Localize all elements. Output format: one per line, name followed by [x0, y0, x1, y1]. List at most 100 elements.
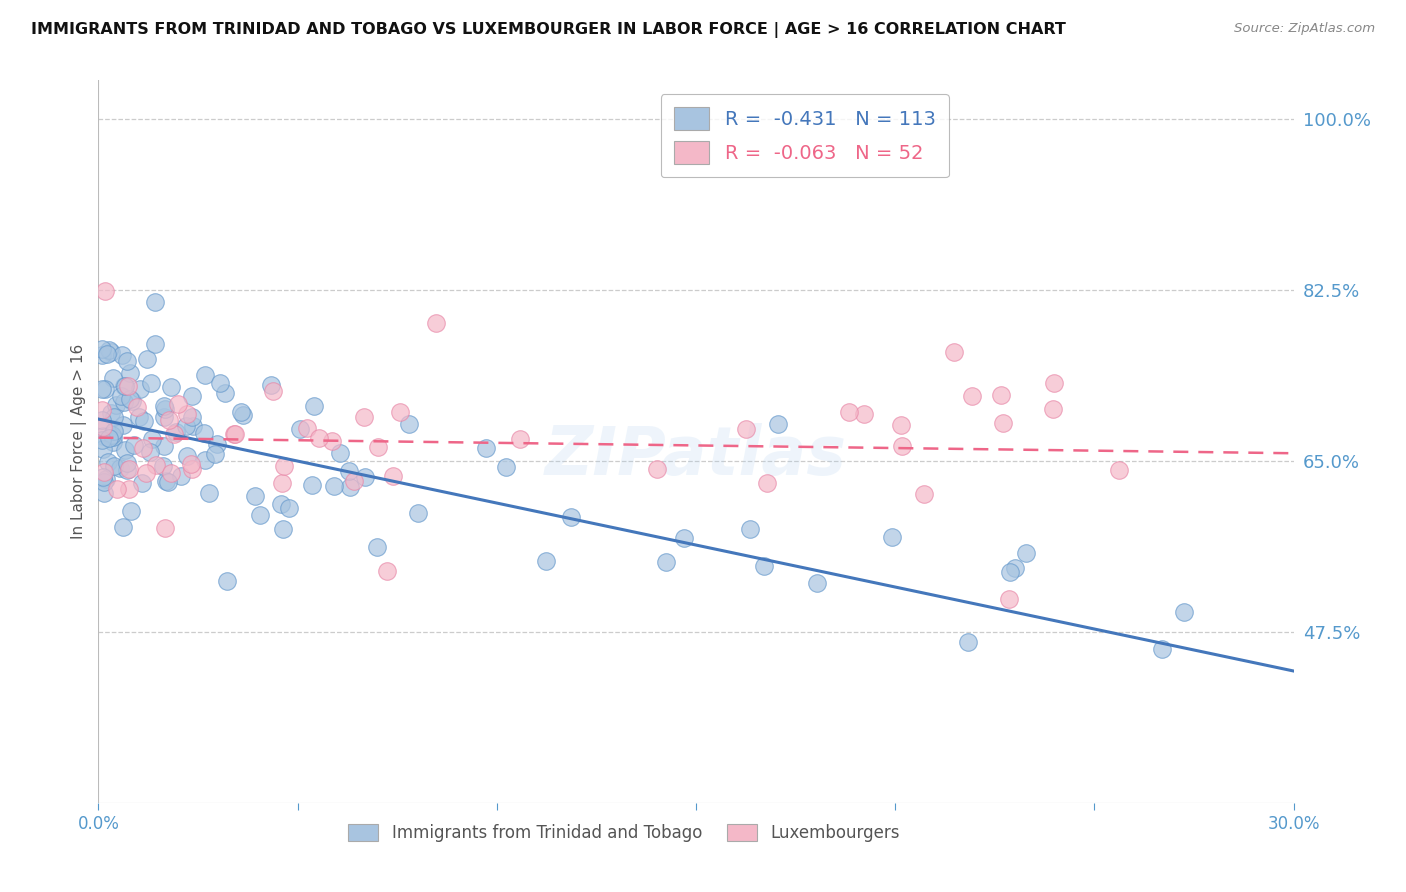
- Point: [193, 425, 215, 440]
- Point: [93, 486, 115, 500]
- Point: [181, 410, 204, 425]
- Point: [998, 591, 1021, 606]
- Y-axis label: In Labor Force | Age > 16: In Labor Force | Age > 16: [72, 344, 87, 539]
- Point: [273, 458, 295, 473]
- Point: [204, 447, 226, 461]
- Point: [304, 399, 326, 413]
- Point: [98, 343, 121, 357]
- Point: [215, 574, 238, 588]
- Point: [153, 439, 176, 453]
- Point: [115, 353, 138, 368]
- Point: [101, 428, 124, 442]
- Point: [104, 398, 127, 412]
- Point: [91, 433, 114, 447]
- Point: [382, 469, 405, 483]
- Point: [91, 420, 114, 434]
- Point: [375, 565, 398, 579]
- Point: [160, 379, 183, 393]
- Point: [1150, 642, 1173, 657]
- Point: [157, 412, 180, 426]
- Point: [181, 419, 204, 434]
- Point: [197, 485, 219, 500]
- Point: [181, 462, 204, 476]
- Point: [143, 337, 166, 351]
- Point: [114, 378, 136, 392]
- Point: [91, 428, 114, 442]
- Point: [343, 474, 366, 488]
- Point: [118, 462, 141, 476]
- Point: [91, 413, 114, 427]
- Point: [838, 405, 860, 419]
- Point: [162, 427, 184, 442]
- Point: [141, 432, 163, 446]
- Point: [108, 461, 131, 475]
- Point: [329, 446, 352, 460]
- Point: [755, 476, 778, 491]
- Point: [165, 425, 187, 439]
- Point: [145, 458, 167, 473]
- Point: [152, 399, 174, 413]
- Point: [101, 371, 124, 385]
- Point: [1004, 561, 1026, 575]
- Point: [139, 445, 162, 459]
- Point: [1042, 376, 1064, 391]
- Point: [354, 470, 377, 484]
- Point: [321, 434, 343, 448]
- Point: [176, 450, 198, 464]
- Text: Source: ZipAtlas.com: Source: ZipAtlas.com: [1234, 22, 1375, 36]
- Point: [114, 378, 136, 392]
- Point: [232, 409, 254, 423]
- Point: [271, 476, 294, 491]
- Point: [1042, 402, 1064, 417]
- Point: [96, 346, 118, 360]
- Point: [366, 541, 388, 555]
- Point: [114, 442, 136, 457]
- Point: [91, 342, 114, 356]
- Point: [208, 376, 231, 390]
- Point: [112, 418, 135, 433]
- Point: [98, 431, 121, 445]
- Point: [853, 407, 876, 421]
- Point: [135, 466, 157, 480]
- Point: [224, 427, 246, 442]
- Point: [288, 421, 311, 435]
- Point: [337, 464, 360, 478]
- Point: [259, 377, 281, 392]
- Point: [339, 480, 361, 494]
- Legend: Immigrants from Trinidad and Tobago, Luxembourgers: Immigrants from Trinidad and Tobago, Lux…: [342, 817, 907, 848]
- Point: [93, 465, 115, 479]
- Point: [155, 475, 177, 489]
- Point: [103, 459, 125, 474]
- Point: [105, 482, 128, 496]
- Point: [806, 575, 828, 590]
- Point: [193, 368, 215, 383]
- Point: [249, 508, 271, 523]
- Point: [367, 440, 389, 454]
- Point: [153, 409, 176, 424]
- Point: [262, 384, 284, 398]
- Point: [91, 470, 114, 484]
- Point: [1173, 605, 1195, 619]
- Point: [128, 409, 150, 424]
- Point: [323, 479, 346, 493]
- Point: [129, 382, 152, 396]
- Point: [139, 376, 162, 391]
- Point: [114, 394, 136, 409]
- Point: [536, 553, 558, 567]
- Point: [229, 405, 252, 419]
- Point: [157, 475, 180, 490]
- Point: [962, 389, 984, 403]
- Point: [94, 472, 117, 486]
- Point: [943, 344, 966, 359]
- Point: [1000, 565, 1022, 579]
- Point: [167, 396, 190, 410]
- Text: IMMIGRANTS FROM TRINIDAD AND TOBAGO VS LUXEMBOURGER IN LABOR FORCE | AGE > 16 CO: IMMIGRANTS FROM TRINIDAD AND TOBAGO VS L…: [31, 22, 1066, 38]
- Point: [222, 426, 245, 441]
- Point: [155, 401, 177, 416]
- Point: [121, 393, 143, 408]
- Point: [768, 417, 790, 431]
- Point: [91, 442, 114, 457]
- Point: [243, 489, 266, 503]
- Point: [389, 404, 412, 418]
- Point: [118, 482, 141, 496]
